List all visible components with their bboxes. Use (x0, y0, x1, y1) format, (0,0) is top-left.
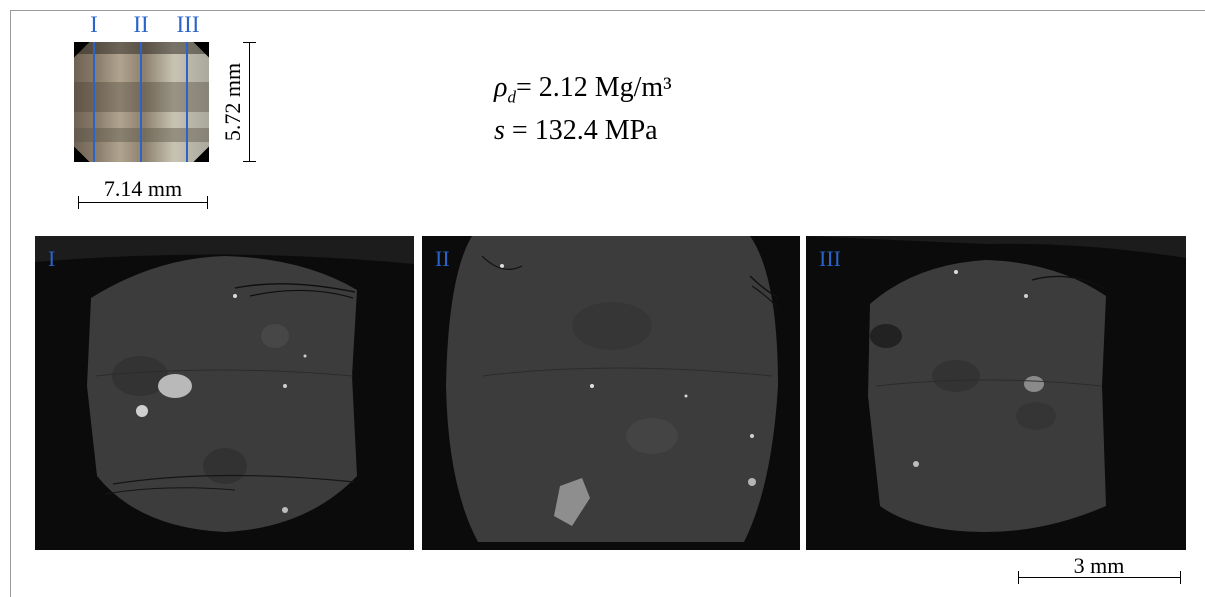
ct-slice-ii: II (422, 236, 800, 550)
scale-bar (1018, 577, 1181, 578)
ct-slice-i: I (35, 236, 414, 550)
slice-label-i: I (48, 246, 56, 271)
ct-slice-i-image (35, 236, 414, 550)
suction-value: = 132.4 MPa (504, 115, 658, 146)
dry-density: ρd= 2.12 Mg/m³ (494, 72, 672, 108)
cut-label-ii: II (133, 12, 149, 37)
scale-bar-label: 3 mm (1073, 553, 1125, 578)
sample-photo (74, 42, 209, 162)
cut-line-iii (186, 42, 188, 162)
width-dimension-tick (78, 196, 79, 209)
scale-bar-tick (1018, 571, 1019, 584)
slice-label-ii: II (435, 246, 450, 271)
density-subscript: d (507, 87, 516, 107)
ct-slice-iii: III (806, 236, 1186, 550)
suction-symbol: s (494, 115, 505, 146)
ct-slice-ii-image (422, 236, 800, 550)
cut-label-i: I (90, 12, 98, 37)
height-dimension-label: 5.72 mm (220, 62, 245, 142)
height-dimension-line (249, 42, 250, 162)
suction: s = 132.4 MPa (494, 115, 658, 147)
width-dimension-line (78, 202, 208, 203)
density-value: = 2.12 Mg/m³ (515, 72, 672, 103)
cut-line-ii (140, 42, 142, 162)
height-dimension-tick (243, 42, 256, 43)
density-symbol: ρ (494, 72, 508, 103)
slice-label-iii: III (819, 246, 841, 271)
width-dimension-label: 7.14 mm (103, 176, 183, 201)
height-dimension-tick (243, 161, 256, 162)
cut-label-iii: III (176, 12, 200, 37)
width-dimension-tick (207, 196, 208, 209)
ct-slice-iii-image (806, 236, 1186, 550)
figure-frame-top (10, 10, 1205, 11)
cut-line-i (93, 42, 95, 162)
figure-frame-left (10, 10, 11, 597)
scale-bar-tick (1180, 571, 1181, 584)
